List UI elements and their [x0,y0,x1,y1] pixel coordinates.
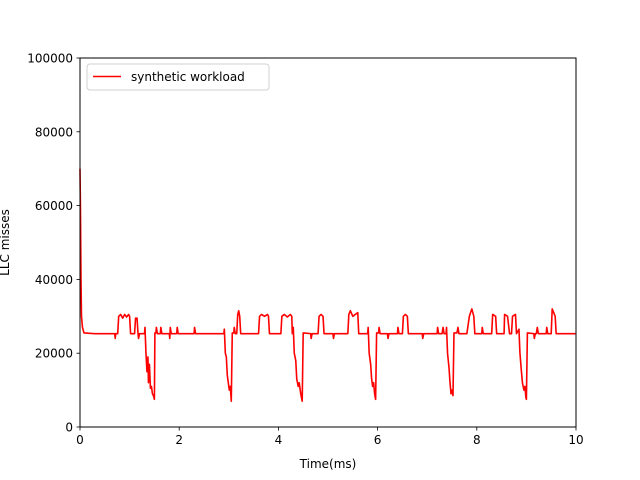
series-layer [79,168,576,402]
plot-frame [79,57,577,428]
series-line [79,168,576,402]
x-axis-ticks: 0 2 4 6 8 10 [76,427,584,447]
y-axis-label: LLC misses [0,209,12,276]
x-tick-label: 6 [374,433,382,447]
y-tick-label: 20000 [35,347,73,361]
legend-label: synthetic workload [131,70,245,84]
y-tick-label: 100000 [27,52,73,66]
y-axis-ticks: 0 20000 40000 60000 80000 100000 [27,52,80,435]
y-tick-label: 80000 [35,125,73,139]
x-tick-label: 8 [473,433,481,447]
x-tick-label: 0 [76,433,84,447]
plot-area [80,58,576,427]
legend: synthetic workload [86,63,270,91]
x-axis-label: Time(ms) [299,457,357,471]
x-tick-label: 10 [568,433,583,447]
x-tick-label: 4 [275,433,283,447]
y-tick-label: 60000 [35,199,73,213]
x-tick-label: 2 [175,433,183,447]
y-tick-label: 0 [65,421,73,435]
y-tick-label: 40000 [35,273,73,287]
legend-box [86,63,270,91]
